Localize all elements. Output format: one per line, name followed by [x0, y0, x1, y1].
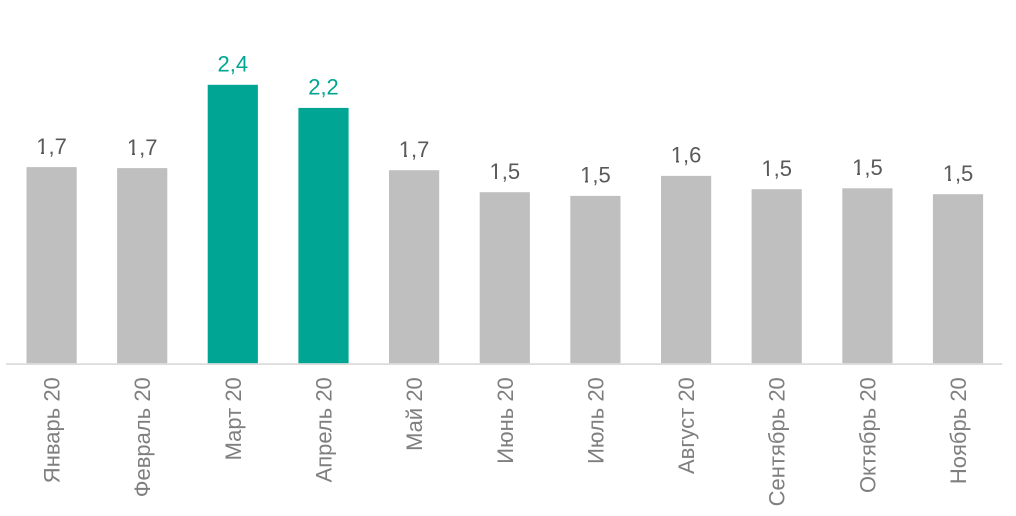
svg-text:Июнь 20: Июнь 20	[493, 377, 518, 464]
svg-text:Май 20: Май 20	[402, 377, 427, 451]
svg-text:Сентябрь 20: Сентябрь 20	[765, 377, 790, 506]
svg-text:Ноябрь 20: Ноябрь 20	[946, 377, 971, 484]
svg-text:1,5: 1,5	[490, 159, 521, 184]
svg-text:2,4: 2,4	[218, 52, 249, 77]
svg-text:1,7: 1,7	[36, 134, 67, 159]
svg-text:Март 20: Март 20	[221, 377, 246, 460]
svg-text:1,5: 1,5	[580, 163, 611, 188]
svg-text:Февраль 20: Февраль 20	[130, 377, 155, 497]
svg-text:1,5: 1,5	[761, 156, 792, 181]
svg-text:1,7: 1,7	[127, 135, 158, 160]
svg-text:1,5: 1,5	[943, 161, 974, 186]
svg-text:Апрель 20: Апрель 20	[312, 377, 337, 482]
svg-text:1,7: 1,7	[399, 137, 430, 162]
svg-text:1,6: 1,6	[671, 143, 702, 168]
svg-text:1,5: 1,5	[852, 155, 883, 180]
svg-text:2,2: 2,2	[308, 75, 339, 100]
svg-text:Август 20: Август 20	[674, 377, 699, 474]
svg-text:Июль 20: Июль 20	[583, 377, 608, 464]
svg-text:Январь 20: Январь 20	[40, 377, 65, 483]
svg-text:Октябрь 20: Октябрь 20	[855, 377, 880, 493]
